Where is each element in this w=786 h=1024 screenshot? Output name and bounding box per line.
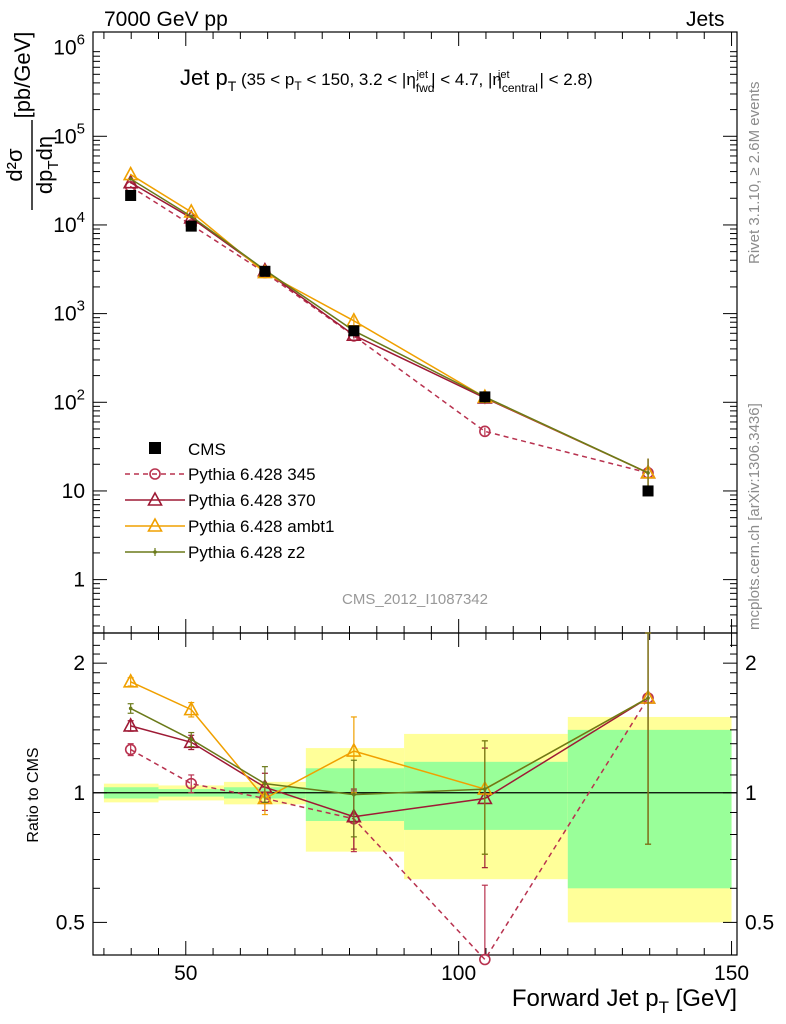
legend-label-0: Pythia 6.428 345	[188, 465, 316, 484]
ratio-plot-frame	[92, 632, 738, 956]
ratio-marker	[128, 706, 133, 711]
legend-marker-0	[149, 468, 161, 480]
y-tick-label: 106	[53, 32, 85, 60]
ratio-marker	[479, 953, 491, 966]
ratio-line-0	[130, 697, 649, 961]
legend-marker-2	[147, 517, 163, 532]
x-tick-label: 50	[174, 962, 197, 985]
ratio-y-tick-label: 2	[73, 652, 85, 675]
ratio-marker	[122, 673, 139, 688]
cms-data-point	[259, 265, 271, 277]
cms-data-point	[348, 325, 360, 337]
series-line-2	[130, 173, 649, 474]
y-tick-label: 105	[53, 120, 85, 148]
ratio-marker	[124, 743, 137, 756]
cms-data-point	[642, 485, 654, 497]
series-marker	[128, 177, 133, 181]
legend-label-1: Pythia 6.428 370	[188, 491, 316, 510]
y-axis-label-unit: [pb/GeV]	[10, 32, 35, 119]
energy-label: 7000 GeV pp	[104, 8, 228, 31]
ratio-band-stat	[567, 729, 732, 889]
series-marker	[189, 214, 194, 219]
cms-data-point	[125, 189, 137, 201]
ratio-marker	[257, 789, 273, 805]
ratio-marker	[183, 700, 200, 716]
ratio-marker	[122, 717, 139, 732]
y-axis-label-denominator: dpTdη	[32, 136, 62, 194]
cms-data-point	[185, 220, 197, 232]
ratio-marker	[352, 792, 356, 797]
series-line-3	[130, 178, 649, 474]
plot-title: Jet pT (35 < pT < 150, 3.2 < |ηfwdjet | <…	[180, 65, 593, 95]
ratio-marker	[263, 781, 267, 786]
ratio-y-tick-label: 1	[73, 782, 85, 805]
x-axis-label: Forward Jet pT [GeV]	[512, 985, 737, 1017]
y-tick-label: 10	[62, 480, 85, 503]
y-tick-label: 103	[53, 298, 85, 326]
ratio-y-tick-label-right: 1	[745, 782, 757, 805]
ratio-marker	[483, 787, 487, 791]
series-marker	[479, 425, 491, 438]
y-tick-label: 1	[73, 569, 85, 592]
y-axis-label-numerator: d²σ	[2, 148, 27, 182]
ratio-y-tick-label-right: 2	[745, 652, 757, 675]
ratio-y-tick-label: 0.5	[56, 911, 85, 934]
ratio-line-3	[130, 697, 649, 796]
ratio-y-tick-label-right: 0.5	[745, 911, 774, 934]
y-axis-label: d²σ	[2, 148, 27, 182]
jets-label: Jets	[686, 8, 725, 31]
series-marker	[646, 471, 650, 475]
cms-data-point	[479, 391, 491, 403]
y-tick-label: 102	[53, 386, 85, 414]
legend-marker-cms	[149, 442, 161, 454]
ratio-marker	[189, 737, 194, 742]
x-tick-label: 150	[714, 962, 749, 985]
analysis-tag: CMS_2012_I1087342	[342, 591, 488, 608]
y-tick-label: 104	[53, 209, 85, 237]
ratio-axis-label: Ratio to CMS	[25, 747, 42, 842]
legend-label-2: Pythia 6.428 ambt1	[188, 517, 334, 536]
ratio-line-1	[130, 697, 649, 818]
legend-marker-1	[147, 491, 163, 506]
ratio-marker	[185, 777, 198, 790]
legend-label-cms: CMS	[188, 440, 226, 459]
ratio-marker	[346, 742, 362, 757]
ratio-marker	[646, 696, 650, 700]
legend-marker-3	[153, 550, 157, 554]
x-tick-label: 100	[441, 962, 476, 985]
legend-label-3: Pythia 6.428 z2	[188, 543, 305, 562]
